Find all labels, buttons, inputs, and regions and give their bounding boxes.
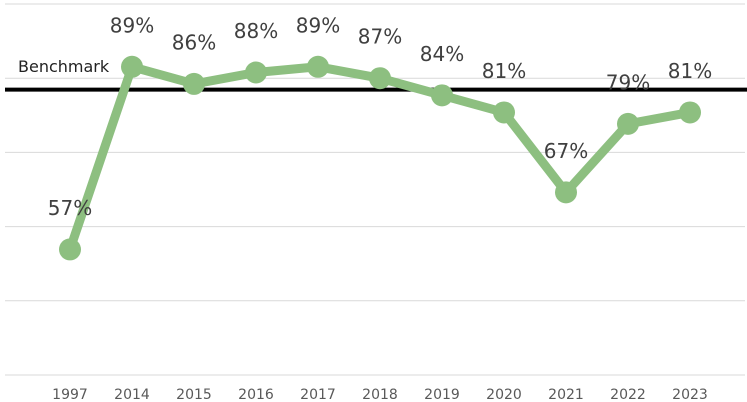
x-tick-label: 1997 — [52, 387, 88, 402]
x-tick-label: 2021 — [548, 387, 584, 402]
data-label: 89% — [296, 13, 340, 37]
x-tick-label: 2022 — [610, 387, 646, 402]
data-point — [59, 238, 81, 261]
data-label: 81% — [668, 59, 712, 83]
x-tick-label: 2020 — [486, 387, 522, 402]
data-point — [493, 101, 515, 124]
x-tick-label: 2019 — [424, 387, 460, 402]
x-tick-label: 2017 — [300, 387, 336, 402]
series-line — [65, 62, 691, 251]
data-label: 87% — [358, 25, 402, 49]
data-point — [121, 55, 143, 78]
data-point — [617, 112, 639, 135]
x-tick-label: 2014 — [114, 387, 150, 402]
data-point — [245, 61, 267, 84]
data-point — [431, 84, 453, 107]
data-point — [369, 67, 391, 90]
data-label: 86% — [172, 30, 216, 54]
data-label: 89% — [110, 13, 154, 37]
data-point — [555, 181, 577, 204]
data-label: 57% — [48, 196, 92, 220]
benchmark-label: Benchmark — [18, 57, 110, 76]
data-label: 88% — [234, 19, 278, 43]
data-point — [307, 55, 329, 78]
x-tick-label: 2015 — [176, 387, 212, 402]
x-tick-label: 2023 — [672, 387, 708, 402]
data-point — [183, 72, 205, 95]
data-label: 79% — [606, 70, 650, 94]
data-label: 84% — [420, 42, 464, 66]
data-point — [679, 101, 701, 124]
x-tick-label: 2018 — [362, 387, 398, 402]
data-label: 67% — [544, 139, 588, 163]
data-label: 81% — [482, 59, 526, 83]
x-tick-label: 2016 — [238, 387, 274, 402]
